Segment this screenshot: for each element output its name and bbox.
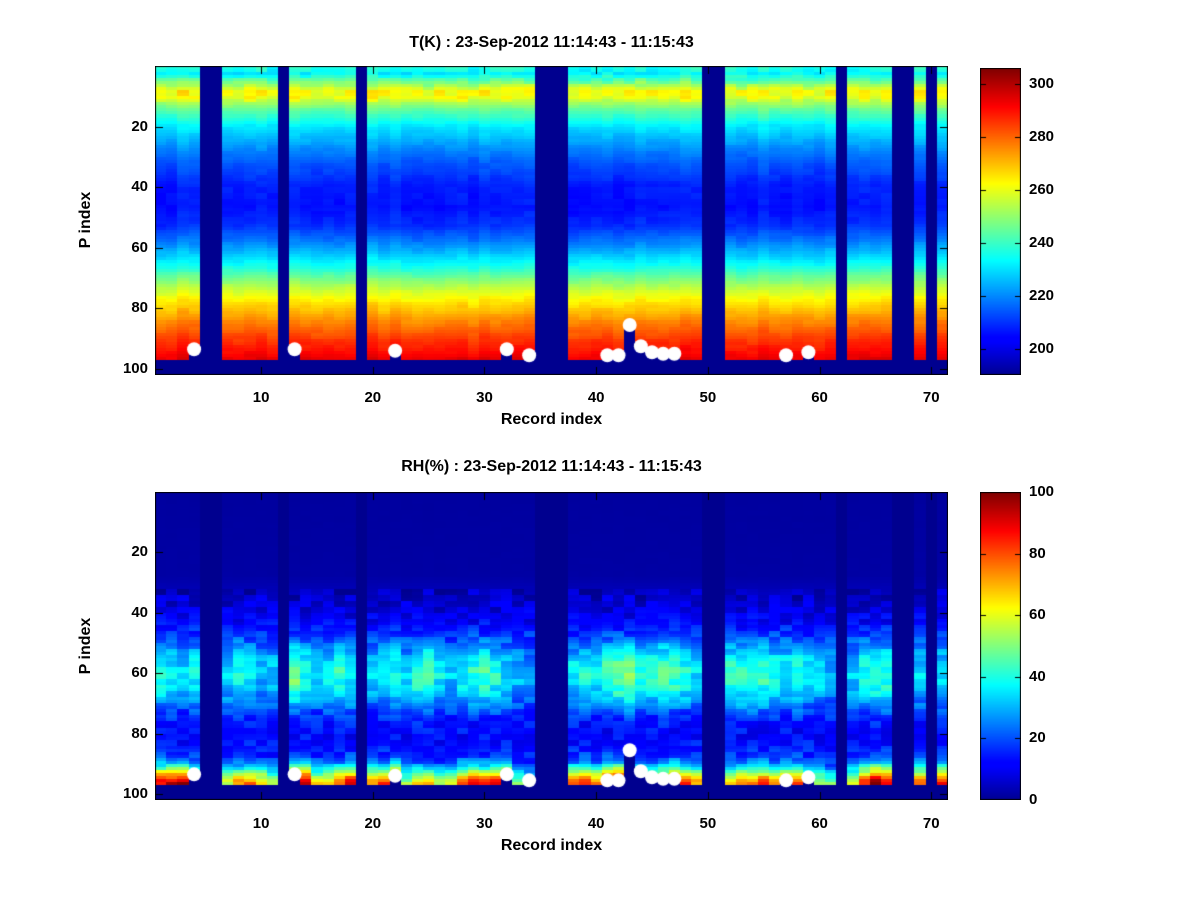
y-tick-label: 40 <box>131 603 148 621</box>
x-tick-label: 10 <box>252 389 270 406</box>
colorbar-tick-label: 300 <box>1029 74 1055 92</box>
y-tick-label: 20 <box>131 117 148 135</box>
y-tick-label: 80 <box>131 724 148 742</box>
humidity-title: RH(%) : 23-Sep-2012 11:14:43 - 11:15:43 <box>401 458 702 475</box>
colorbar-tick-label: 40 <box>1029 667 1046 685</box>
x-tick-label: 20 <box>364 815 382 832</box>
colorbar-tick-label: 80 <box>1029 544 1046 562</box>
x-tick-label: 30 <box>476 389 493 406</box>
colorbar-tick-label: 220 <box>1029 286 1055 304</box>
y-tick-label: 20 <box>131 543 148 561</box>
y-tick-label: 40 <box>131 178 148 196</box>
x-tick-label: 40 <box>587 815 605 832</box>
temperature-title: T(K) : 23-Sep-2012 11:14:43 - 11:15:43 <box>409 34 694 51</box>
y-tick-label: 60 <box>131 664 148 682</box>
x-tick-label: 60 <box>811 389 828 406</box>
x-tick-label: 10 <box>252 815 270 832</box>
y-tick-label: 60 <box>131 238 148 256</box>
x-tick-label: 50 <box>699 815 717 832</box>
colorbar-tick-label: 20 <box>1029 729 1046 747</box>
x-tick-label: 60 <box>811 815 828 832</box>
colorbar-tick-label: 260 <box>1029 180 1055 198</box>
x-tick-label: 70 <box>922 389 940 406</box>
colorbar-tick-label: 60 <box>1029 606 1046 624</box>
x-tick-label: 30 <box>476 815 493 832</box>
humidity-xaxis-label: Record index <box>500 837 603 854</box>
temperature-colorbar <box>980 68 1021 375</box>
y-tick-label: 100 <box>122 359 148 377</box>
x-tick-label: 20 <box>364 389 382 406</box>
colorbar-tick-label: 240 <box>1029 233 1055 251</box>
temperature-heatmap <box>155 66 948 375</box>
colorbar-tick-label: 0 <box>1029 791 1038 808</box>
y-tick-label: 80 <box>131 299 148 317</box>
temperature-xaxis-label: Record index <box>500 411 603 428</box>
y-tick-label: 100 <box>122 784 148 802</box>
x-tick-label: 40 <box>587 389 605 406</box>
colorbar-tick-label: 100 <box>1029 483 1055 500</box>
colorbar-tick-label: 280 <box>1029 127 1055 145</box>
colorbar-tick-label: 200 <box>1029 339 1055 357</box>
x-tick-label: 70 <box>922 815 940 832</box>
humidity-colorbar <box>980 492 1021 800</box>
humidity-heatmap <box>155 492 948 800</box>
x-tick-label: 50 <box>699 389 717 406</box>
